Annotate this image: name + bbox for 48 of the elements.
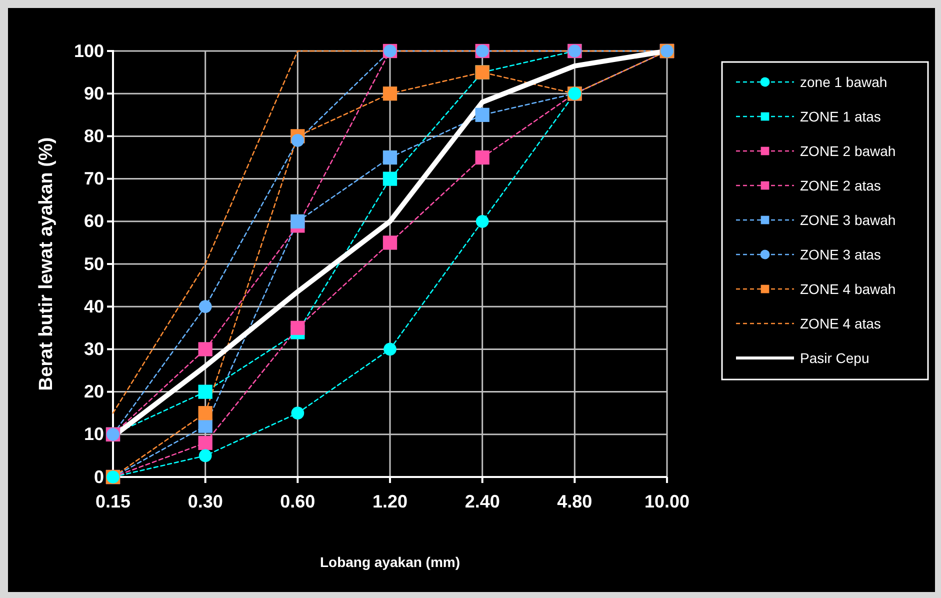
y-tick-label: 10	[84, 424, 104, 444]
legend-label: ZONE 4 atas	[800, 316, 881, 332]
x-tick-label: 0.30	[188, 492, 223, 512]
legend-label: ZONE 3 bawah	[800, 212, 896, 228]
x-tick-label: 4.80	[557, 492, 592, 512]
point	[382, 150, 398, 165]
y-tick-label: 80	[84, 126, 104, 146]
point	[291, 406, 304, 420]
x-tick-label: 0.60	[280, 492, 316, 512]
point	[476, 214, 489, 228]
point	[198, 300, 212, 314]
point	[198, 406, 212, 420]
y-tick-label: 100	[74, 40, 104, 61]
y-tick-label: 60	[84, 211, 104, 232]
point	[290, 214, 305, 228]
legend-label: ZONE 3 atas	[800, 246, 881, 262]
y-tick-label: 40	[84, 296, 104, 316]
legend-label: zone 1 bawah	[800, 74, 888, 90]
point	[198, 436, 212, 450]
point	[475, 108, 490, 122]
point	[382, 86, 398, 101]
x-tick-label: 1.20	[372, 492, 408, 512]
legend-label: ZONE 2 bawah	[800, 143, 896, 159]
point	[291, 134, 304, 147]
point	[475, 150, 490, 165]
x-axis-title: Lobang ayakan (mm)	[320, 554, 460, 570]
legend-label: ZONE 2 atas	[800, 178, 881, 194]
x-tick-label: 2.40	[464, 492, 500, 512]
point	[384, 342, 396, 356]
x-tick-label: 10.00	[644, 492, 690, 512]
x-tick-label: 0.15	[95, 492, 131, 512]
point	[198, 449, 212, 462]
point	[198, 342, 212, 356]
legend-label: Pasir Cepu	[800, 350, 870, 366]
point	[382, 172, 398, 186]
legend-label: ZONE 4 bawah	[800, 281, 896, 297]
y-tick-label: 70	[84, 168, 104, 189]
y-tick-label: 0	[94, 466, 104, 487]
y-tick-label: 30	[84, 338, 104, 359]
point	[290, 320, 305, 335]
point	[198, 384, 212, 399]
y-tick-label: 90	[84, 83, 104, 104]
y-axis-title: Berat butir lewat ayakan (%)	[36, 137, 57, 391]
y-tick-label: 20	[84, 382, 104, 402]
legend-label: ZONE 1 atas	[800, 108, 881, 124]
point	[382, 236, 398, 250]
y-tick-label: 50	[84, 254, 104, 274]
point	[198, 418, 212, 433]
